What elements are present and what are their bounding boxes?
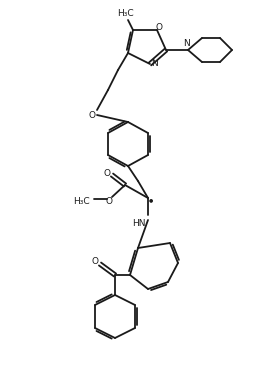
Text: N: N xyxy=(183,39,189,47)
Text: HN: HN xyxy=(132,218,146,227)
Text: N: N xyxy=(152,59,158,68)
Text: H₃C: H₃C xyxy=(73,196,90,205)
Text: ●: ● xyxy=(149,198,153,203)
Text: O: O xyxy=(105,196,112,205)
Text: O: O xyxy=(91,257,99,266)
Text: O: O xyxy=(89,110,95,120)
Text: O: O xyxy=(103,169,111,178)
Text: H₃C: H₃C xyxy=(117,10,133,19)
Text: O: O xyxy=(155,22,163,32)
